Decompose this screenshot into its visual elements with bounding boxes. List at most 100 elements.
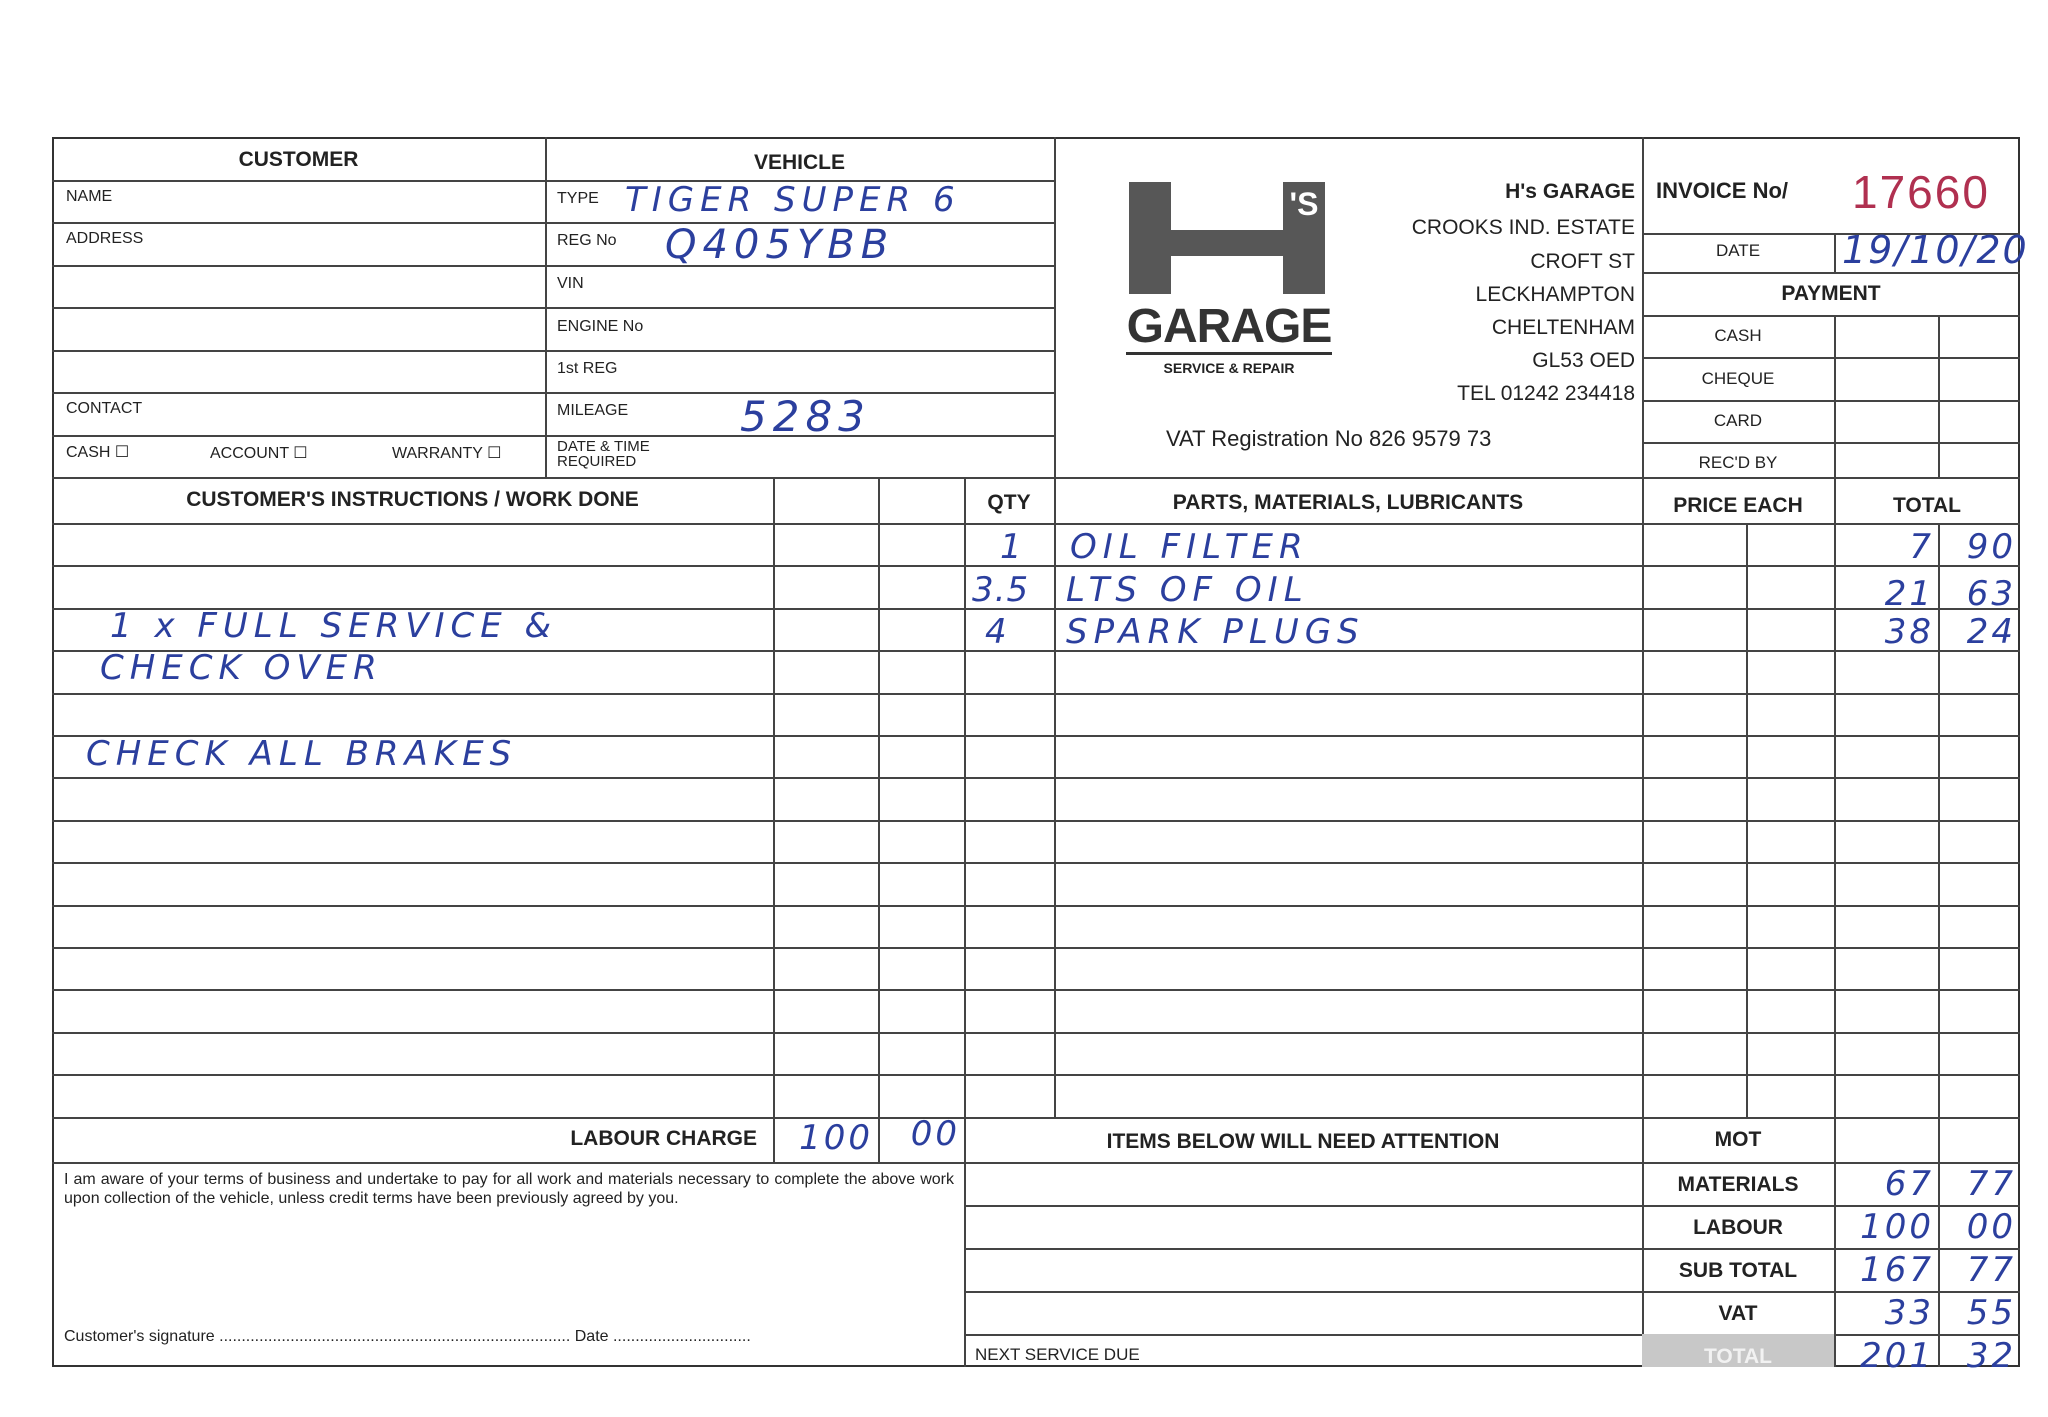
rule [964, 477, 966, 1367]
rule [52, 777, 2020, 780]
rule [52, 735, 2020, 737]
invoice-form [52, 137, 2020, 1367]
part-pounds: 7 [1909, 527, 1934, 567]
contact-label: CONTACT [66, 400, 143, 417]
terms-text: I am aware of your terms of business and… [64, 1171, 954, 1207]
totals-label: MOT [1714, 1128, 1762, 1151]
account-label: ACCOUNT [210, 445, 289, 462]
vin-label: VIN [557, 275, 584, 292]
part-qty: 3.5 [972, 570, 1030, 610]
next-service-label: NEXT SERVICE DUE [975, 1345, 1140, 1364]
signature-line: Customer's signature ...................… [64, 1328, 751, 1345]
rule [52, 650, 2020, 653]
part-pence: 63 [1966, 574, 2016, 614]
rule [964, 1205, 2020, 1207]
reg-label: REG No [557, 232, 617, 249]
instruction-line: CHECK ALL BRAKES [86, 734, 518, 774]
totals-pounds: 33 [1884, 1293, 1934, 1333]
rule [52, 989, 2020, 992]
logo-tagline: SERVICE & REPAIR [1163, 360, 1295, 376]
rule [1642, 272, 2020, 274]
rule [1054, 137, 1056, 1117]
part-pounds: 21 [1884, 574, 1934, 614]
invoice-number: 17660 [1852, 166, 1990, 218]
part-desc: OIL FILTER [1070, 527, 1309, 567]
account-checkbox[interactable]: ACCOUNT ☐ [210, 445, 308, 462]
warranty-label: WARRANTY [392, 445, 483, 462]
rule [52, 392, 1054, 394]
engine-label: ENGINE No [557, 318, 644, 335]
payment-card: CARD [1713, 411, 1763, 430]
total-header: TOTAL [1892, 494, 1962, 517]
rule [52, 434, 1054, 437]
attention-header: ITEMS BELOW WILL NEED ATTENTION [1106, 1130, 1500, 1153]
garage-address-1: CROOKS IND. ESTATE [1411, 216, 1635, 239]
totals-pounds: 167 [1860, 1250, 1934, 1290]
garage-name: H's GARAGE [1505, 180, 1635, 203]
part-pence: 24 [1966, 612, 2016, 652]
garage-logo: 'S GARAGE SERVICE & REPAIR [1126, 182, 1332, 376]
totals-pence: 32 [1966, 1336, 2016, 1376]
labour-charge-pounds: 100 [799, 1118, 873, 1158]
rule [52, 349, 1054, 352]
garage-address-2: CROFT ST [1530, 250, 1635, 273]
rule [52, 307, 1054, 309]
rule [1642, 400, 2020, 402]
totals-pence: 77 [1966, 1164, 2016, 1204]
vehicle-header: VEHICLE [753, 151, 845, 174]
payment-header: PAYMENT [1781, 282, 1881, 305]
payment-recd-by: REC'D BY [1698, 453, 1778, 472]
rule [964, 1162, 2020, 1164]
rule [1642, 357, 2020, 359]
rule [1938, 315, 1940, 477]
vat-registration: VAT Registration No 826 9579 73 [1166, 426, 1492, 451]
date-time-text: DATE & TIME [557, 438, 650, 455]
garage-address-3: LECKHAMPTON [1475, 283, 1635, 306]
logo-text: GARAGE [1126, 300, 1332, 355]
part-pounds: 38 [1884, 612, 1934, 652]
rule [52, 1031, 2020, 1034]
rule [1834, 315, 1836, 477]
rule [773, 477, 775, 1162]
rule [52, 565, 2020, 568]
part-desc: LTS OF OIL [1066, 570, 1309, 610]
rule [52, 607, 2020, 610]
garage-address-4: CHELTENHAM [1491, 316, 1635, 339]
type-label: TYPE [557, 190, 599, 207]
signature-field[interactable] [250, 1320, 680, 1348]
address-label: ADDRESS [66, 230, 144, 247]
logo-h-right: 'S [1283, 182, 1325, 294]
rule [1642, 442, 2020, 444]
cash-checkbox[interactable]: CASH ☐ [66, 444, 130, 461]
type-value: TIGER SUPER 6 [625, 180, 961, 220]
rule [878, 477, 880, 1162]
date-time-label: DATE & TIME REQUIRED [557, 439, 650, 469]
rule [52, 523, 2020, 525]
logo-h-bar [1171, 230, 1283, 256]
rule [1834, 233, 1836, 272]
invoice-label: INVOICE No/ [1656, 178, 1789, 203]
first-reg-label: 1st REG [557, 360, 618, 377]
cash-label: CASH [66, 444, 111, 461]
rule [964, 1291, 2020, 1293]
totals-label: LABOUR [1693, 1216, 1783, 1239]
totals-label: TOTAL [1703, 1345, 1773, 1368]
rule [545, 137, 547, 477]
rule [52, 1162, 964, 1164]
part-pence: 90 [1966, 527, 2016, 567]
warranty-checkbox[interactable]: WARRANTY ☐ [392, 445, 502, 462]
rule [52, 1074, 2020, 1077]
date-label: DATE [1715, 241, 1761, 260]
totals-pounds: 201 [1860, 1336, 1934, 1376]
payment-cheque: CHEQUE [1701, 369, 1775, 388]
rule [1746, 523, 1748, 1117]
part-qty: 4 [985, 612, 1013, 652]
totals-label: MATERIALS [1677, 1173, 1799, 1196]
date-value: 19/10/20 [1842, 228, 2029, 272]
rule [1642, 137, 1644, 1367]
totals-pounds: 67 [1884, 1164, 1934, 1204]
garage-tel: TEL 01242 234418 [1457, 382, 1635, 405]
rule [52, 179, 1054, 182]
price-each-header: PRICE EACH [1673, 494, 1803, 517]
instructions-header: CUSTOMER'S INSTRUCTIONS / WORK DONE [186, 488, 639, 511]
